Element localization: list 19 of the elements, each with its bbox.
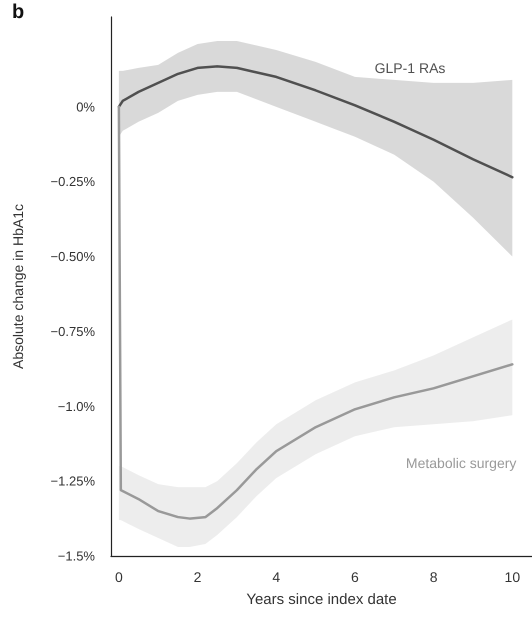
y-tick-label: −0.25% bbox=[50, 174, 96, 190]
text: b bbox=[12, 1, 24, 23]
text: Metabolic surgery bbox=[406, 455, 516, 472]
line-series bbox=[118, 65, 514, 178]
x-tick-label: 6 bbox=[351, 569, 360, 585]
y-axis-title: Absolute change in HbA1c bbox=[10, 204, 26, 369]
x-tick-label: 8 bbox=[430, 569, 438, 585]
text: GLP-1 RAs bbox=[374, 60, 446, 76]
x-tick-label: 4 bbox=[272, 569, 280, 585]
y-tick-label: −1.5% bbox=[58, 548, 96, 564]
y-tick-label: −0.50% bbox=[50, 249, 96, 264]
y-tick-label: −1.0% bbox=[58, 398, 96, 414]
x-tick-label: 10 bbox=[504, 569, 520, 585]
x-tick-label: 2 bbox=[194, 569, 202, 585]
y-tick-label: −0.75% bbox=[50, 324, 96, 339]
x-axis-title: Years since index date bbox=[246, 591, 397, 608]
x-tick-label: 0 bbox=[114, 569, 123, 585]
y-tick-label: −1.25% bbox=[50, 474, 96, 489]
y-tick-label: 0% bbox=[76, 99, 96, 114]
